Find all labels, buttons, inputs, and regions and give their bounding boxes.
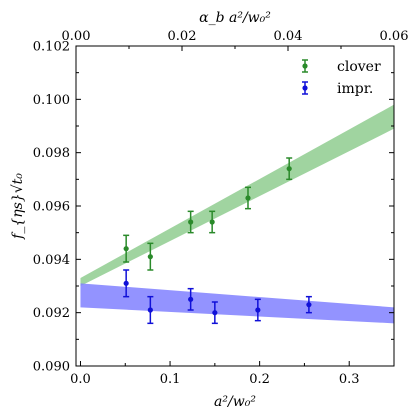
data-point xyxy=(305,295,312,314)
marker xyxy=(255,307,261,313)
data-point xyxy=(123,269,130,298)
y-tick-label: 0.094 xyxy=(33,253,70,268)
y-axis-title: f_{ηs}√t₀ xyxy=(10,173,26,240)
top-x-tick-label: 0.06 xyxy=(380,29,409,44)
legend-item: impr. xyxy=(302,81,373,97)
y-tick-label: 0.100 xyxy=(33,93,70,108)
y-tick-label: 0.092 xyxy=(33,306,70,321)
top-x-tick-label: 0.02 xyxy=(168,29,197,44)
legend-marker xyxy=(302,85,308,91)
data-points xyxy=(123,157,312,325)
top-x-tick-label: 0.04 xyxy=(274,29,303,44)
marker xyxy=(123,246,129,252)
x-tick-label: 0.3 xyxy=(339,372,360,387)
data-point xyxy=(209,210,216,234)
x-axis-title: a²/w₀² xyxy=(214,394,256,410)
data-point xyxy=(244,186,251,210)
marker xyxy=(147,254,153,260)
axis-ticks: 0.0 0.1 0.2 0.3 0.00 0.02 0.04 0.06 0.090 0.092 0.… xyxy=(33,29,409,387)
marker xyxy=(123,280,129,286)
data-point xyxy=(147,242,154,271)
marker xyxy=(209,219,215,225)
marker xyxy=(286,166,292,172)
x-tick-label: 0.2 xyxy=(249,372,270,387)
top-x-tick-label: 0.00 xyxy=(62,29,91,44)
legend-label: impr. xyxy=(337,81,373,97)
marker xyxy=(188,219,194,225)
marker xyxy=(212,310,218,316)
fit-band-0 xyxy=(80,104,394,287)
x-tick-label: 0.0 xyxy=(70,372,91,387)
legend-item: clover xyxy=(302,59,381,75)
y-tick-label: 0.096 xyxy=(33,200,70,215)
y-tick-label: 0.090 xyxy=(33,360,70,375)
legend-marker xyxy=(302,63,308,69)
y-tick-label: 0.098 xyxy=(33,146,70,161)
data-point xyxy=(187,210,194,234)
fit-band-1 xyxy=(80,283,394,324)
data-point xyxy=(123,234,130,263)
marker xyxy=(147,307,153,313)
top-x-axis-title: α_b a²/w₀² xyxy=(199,10,271,26)
marker xyxy=(306,302,312,308)
data-point xyxy=(286,157,293,181)
marker xyxy=(188,296,194,302)
data-point xyxy=(211,301,218,325)
fit-bands xyxy=(80,104,394,324)
data-point xyxy=(187,287,194,311)
legend-label: clover xyxy=(337,59,381,75)
legend: clover impr. xyxy=(302,59,381,97)
data-point xyxy=(147,295,154,325)
y-tick-label: 0.102 xyxy=(33,40,70,55)
marker xyxy=(245,195,251,201)
x-tick-label: 0.1 xyxy=(160,372,181,387)
data-point xyxy=(254,298,261,322)
